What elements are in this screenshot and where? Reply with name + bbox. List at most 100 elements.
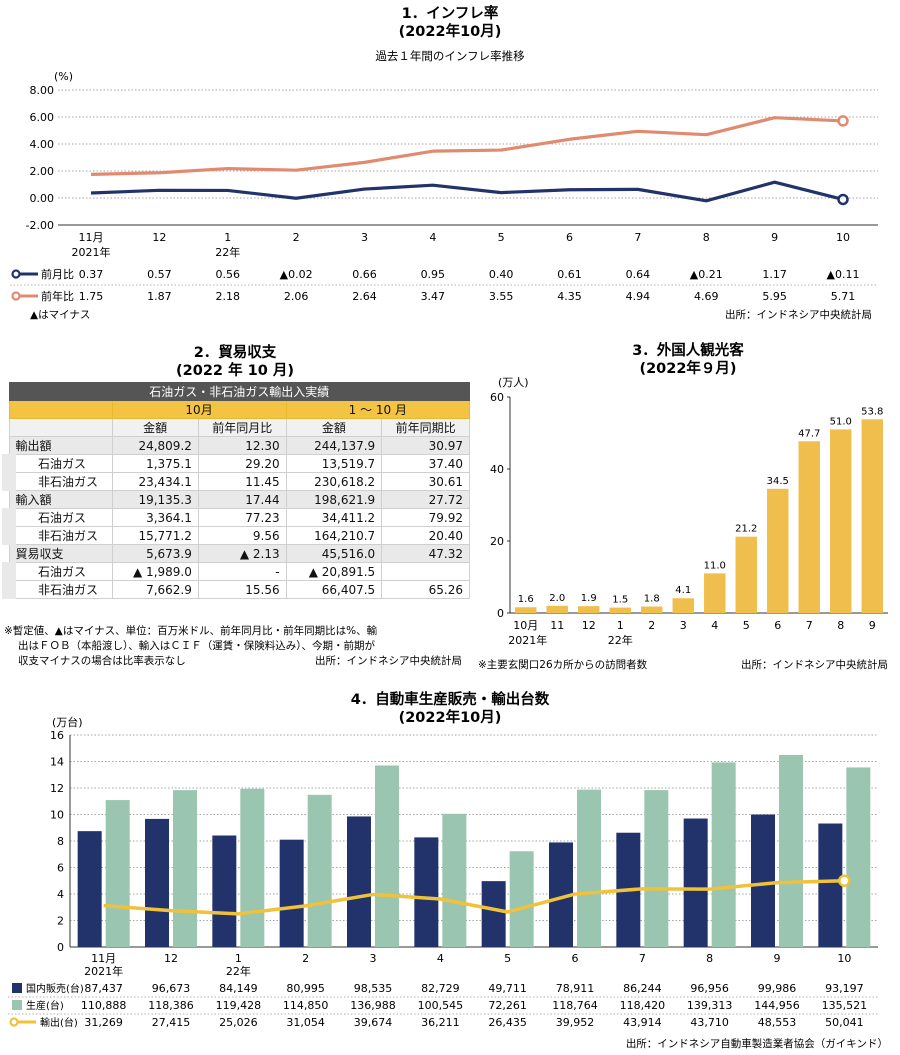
tourist-x-tick: 1 (617, 619, 624, 632)
tourist-bar (641, 606, 663, 613)
tourist-bar (767, 488, 789, 613)
auto-value-label: 48,553 (758, 1016, 797, 1029)
inflation-value-label: ▲0.02 (280, 268, 313, 281)
inflation-value-label: 0.37 (79, 268, 104, 281)
trade-cell: 19,135.3 (111, 490, 199, 509)
tourist-x-tick: 3 (680, 619, 687, 632)
trade-note-2: 出はＦＯＢ（本船渡し）、輸入はＣＩＦ（運賃・保険料込み）、今期・前期が (18, 639, 375, 652)
auto-bar (683, 818, 708, 947)
inflation-y-tick: 4.00 (30, 138, 55, 151)
auto-value-label: 110,888 (81, 999, 127, 1012)
tourist-x-tick: 8 (837, 619, 844, 632)
inflation-value-label: ▲0.11 (827, 268, 860, 281)
inflation-x-tick: 1 (224, 231, 231, 244)
auto-value-label: 31,054 (286, 1016, 325, 1029)
trade-cell: 66,407.5 (285, 580, 383, 599)
auto-value-label: 93,197 (825, 982, 864, 995)
auto-source: 出所：インドネシア自動車製造業者協会（ガイキンド） (626, 1037, 888, 1050)
auto-bar (375, 765, 399, 947)
auto-bar (818, 823, 843, 947)
trade-table: 石油ガス・非石油ガス輸出入実績 10月 1 ～ 10 月 金額 前年同月比 金額… (2, 382, 471, 599)
auto-value-label: 96,673 (152, 982, 191, 995)
trade-row: 輸出額 24,809.2 12.30 244,137.9 30.97 (8, 436, 470, 455)
inflation-caption: 過去１年間のインフレ率推移 (375, 49, 525, 63)
inflation-value-label: 2.18 (215, 290, 240, 303)
auto-value-label: 135,521 (822, 999, 868, 1012)
trade-cell: 9.56 (197, 526, 287, 545)
inflation-value-label: 0.57 (147, 268, 172, 281)
trade-cell: 164,210.7 (285, 526, 383, 545)
tourist-source: 出所：インドネシア中央統計局 (741, 658, 888, 671)
inflation-note: ▲はマイナス (30, 309, 90, 321)
trade-row-label: 輸出額 (8, 436, 113, 455)
auto-bar (481, 881, 506, 947)
tourist-x-tick: 9 (869, 619, 876, 632)
trade-period-ytd: 1 ～ 10 月 (285, 400, 471, 419)
auto-x-tick: 12 (164, 952, 178, 965)
trade-cell: ▲ 2.13 (197, 544, 287, 563)
trade-cell: ▲ 20,891.5 (285, 562, 383, 581)
auto-bar (105, 800, 130, 947)
auto-bar (644, 790, 669, 947)
auto-value-label: 84,149 (219, 982, 258, 995)
tourist-y-tick: 60 (490, 391, 504, 404)
trade-cell: 15,771.2 (111, 526, 199, 545)
auto-bar (442, 813, 467, 947)
trade-source: 出所：インドネシア中央統計局 (315, 654, 462, 667)
auto-x-subtick: 22年 (226, 964, 251, 978)
auto-value-label: 99,986 (758, 982, 797, 995)
auto-y-tick: 4 (57, 888, 64, 901)
auto-bar (77, 831, 102, 947)
auto-x-tick: 7 (639, 952, 646, 965)
auto-x-tick: 6 (572, 952, 579, 965)
tourist-x-tick: 11 (550, 619, 564, 632)
trade-row: 非石油ガス 15,771.2 9.56 164,210.7 20.40 (2, 526, 470, 545)
auto-end-marker (838, 874, 851, 887)
tourist-bar (578, 606, 600, 613)
inflation-end-marker (837, 193, 849, 206)
auto-subtitle: (2022年10月) (399, 708, 502, 726)
inflation-value-label: 0.56 (215, 268, 240, 281)
tourist-value-label: 51.0 (830, 416, 852, 427)
inflation-x-tick: 4 (429, 231, 436, 244)
inflation-chart: 1．インフレ率 (2022年10月) 過去１年間のインフレ率推移 (%) 8.0… (10, 4, 878, 321)
tourist-bar (672, 598, 694, 613)
trade-cell: 1,375.1 (111, 454, 199, 473)
tourist-x-tick: 6 (774, 619, 781, 632)
auto-bar (577, 789, 601, 947)
tourist-bar (798, 441, 820, 613)
auto-y-tick: 6 (57, 862, 64, 875)
auto-legend-label: 生産(台) (26, 999, 64, 1012)
auto-x-tick: 10 (837, 952, 851, 965)
trade-cell: 7,662.9 (111, 580, 199, 599)
auto-bar (846, 767, 871, 947)
auto-bar (414, 837, 439, 947)
inflation-title: 1．インフレ率 (402, 4, 499, 22)
auto-x-tick: 3 (370, 952, 377, 965)
tourist-value-label: 21.2 (735, 524, 757, 535)
tourist-value-label: 4.1 (675, 585, 691, 596)
auto-value-label: 31,269 (84, 1016, 123, 1029)
auto-bar (279, 839, 304, 947)
inflation-series-line (90, 180, 844, 203)
trade-row: 貿易収支 5,673.9 ▲ 2.13 45,516.0 47.32 (8, 544, 470, 563)
auto-bar (751, 814, 775, 947)
tourist-value-label: 47.7 (798, 428, 820, 439)
trade-cell: 20.40 (381, 526, 470, 545)
auto-x-tick: 4 (437, 952, 444, 965)
tourist-bar (704, 573, 726, 613)
auto-legend-swatch (12, 1000, 22, 1010)
inflation-value-label: 2.64 (352, 290, 377, 303)
tourist-x-subtick: 2021年 (508, 633, 547, 647)
inflation-value-label: 0.95 (421, 268, 446, 281)
auto-value-label: 72,261 (488, 999, 527, 1012)
trade-row-label: 石油ガス (2, 454, 113, 473)
inflation-y-tick: 6.00 (30, 111, 55, 124)
auto-bar (212, 835, 237, 947)
tourist-value-label: 1.6 (518, 594, 534, 605)
tourist-x-tick: 12 (582, 619, 596, 632)
trade-row-label: 輸入額 (8, 490, 113, 509)
inflation-value-label: 3.47 (421, 290, 446, 303)
auto-x-tick: 5 (504, 952, 511, 965)
auto-x-subtick: 2021年 (84, 964, 123, 978)
